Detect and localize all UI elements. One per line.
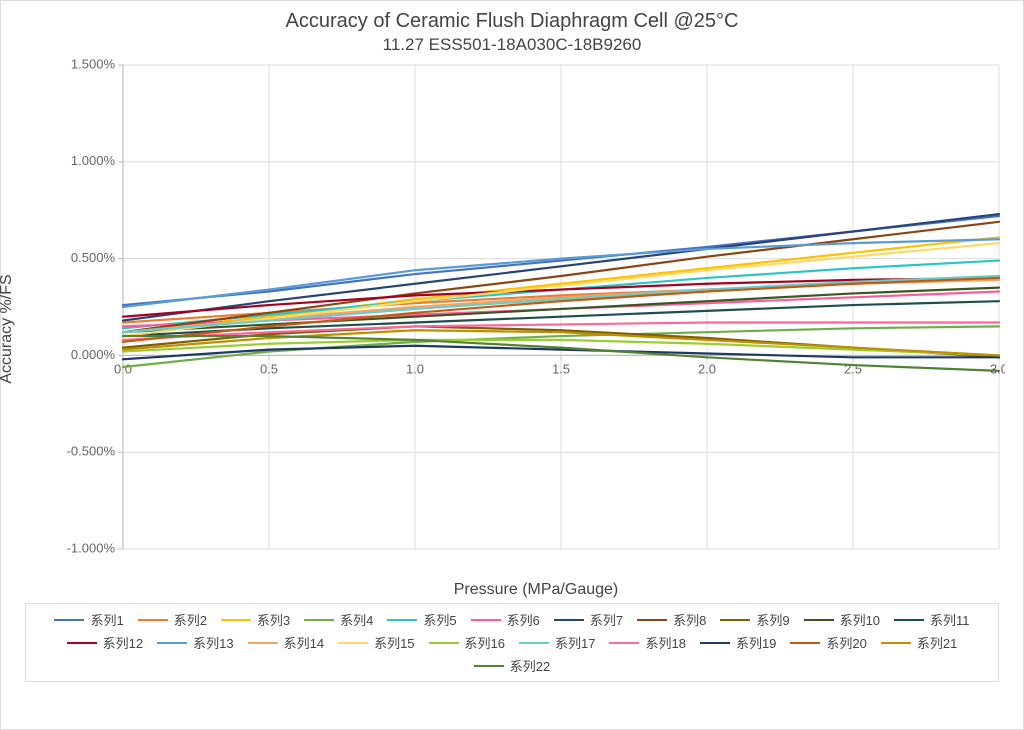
legend-label: 系列9 [756, 610, 789, 629]
legend-swatch [637, 619, 667, 621]
legend-label: 系列13 [193, 633, 233, 652]
legend-item: 系列1 [54, 610, 123, 629]
chart-legend: 系列1 系列2 系列3 系列4 系列5 系列6 系列7 系列8 系列9 系列10 系列11 系列12 系… [25, 603, 999, 682]
legend-swatch [881, 642, 911, 644]
chart-svg-holder: -1.000% -0.500% 0.000% 0.500% 1.000% 1.500% 0.… [67, 59, 1005, 573]
legend-label: 系列17 [555, 633, 595, 652]
legend-item: 系列19 [700, 633, 776, 652]
legend-item: 系列3 [221, 610, 290, 629]
svg-text:3.0: 3.0 [990, 362, 1005, 377]
legend-item: 系列11 [894, 610, 970, 629]
legend-swatch [609, 642, 639, 644]
legend-item: 系列12 [67, 633, 143, 652]
legend-label: 系列2 [174, 610, 207, 629]
svg-text:0.500%: 0.500% [71, 250, 116, 265]
svg-text:1.000%: 1.000% [71, 153, 116, 168]
legend-label: 系列3 [257, 610, 290, 629]
legend-swatch [790, 642, 820, 644]
legend-swatch [519, 642, 549, 644]
svg-text:-0.500%: -0.500% [67, 444, 115, 459]
legend-swatch [157, 642, 187, 644]
legend-label: 系列4 [340, 610, 373, 629]
chart-title-block: Accuracy of Ceramic Flush Diaphragm Cell… [13, 9, 1011, 55]
legend-item: 系列14 [248, 633, 324, 652]
legend-swatch [338, 642, 368, 644]
legend-swatch [554, 619, 584, 621]
svg-text:2.0: 2.0 [698, 362, 716, 377]
legend-label: 系列18 [645, 633, 685, 652]
legend-label: 系列8 [673, 610, 706, 629]
legend-item: 系列9 [720, 610, 789, 629]
legend-label: 系列19 [736, 633, 776, 652]
legend-swatch [387, 619, 417, 621]
chart-plot-wrap: Accuracy %/FS -1.000%-0.500%0.000%0.500%… [13, 59, 1011, 599]
legend-label: 系列1 [90, 610, 123, 629]
legend-label: 系列16 [465, 633, 505, 652]
legend-label: 系列6 [507, 610, 540, 629]
y-axis-label: Accuracy %/FS [0, 275, 16, 384]
svg-text:-1.000%: -1.000% [67, 541, 115, 556]
legend-item: 系列10 [804, 610, 880, 629]
legend-swatch [700, 642, 730, 644]
svg-text:1.500%: 1.500% [71, 59, 116, 71]
chart-title: Accuracy of Ceramic Flush Diaphragm Cell… [13, 9, 1011, 34]
legend-label: 系列21 [917, 633, 957, 652]
legend-swatch [429, 642, 459, 644]
legend-item: 系列15 [338, 633, 414, 652]
legend-swatch [221, 619, 251, 621]
svg-text:1.5: 1.5 [552, 362, 570, 377]
legend-item: 系列4 [304, 610, 373, 629]
legend-label: 系列20 [826, 633, 866, 652]
legend-item: 系列22 [474, 656, 550, 675]
legend-label: 系列12 [103, 633, 143, 652]
x-axis-label: Pressure (MPa/Gauge) [67, 581, 1005, 599]
legend-swatch [67, 642, 97, 644]
legend-label: 系列11 [930, 610, 970, 629]
legend-swatch [894, 619, 924, 621]
legend-item: 系列6 [471, 610, 540, 629]
svg-text:1.0: 1.0 [406, 362, 424, 377]
legend-item: 系列2 [138, 610, 207, 629]
svg-text:0.000%: 0.000% [71, 347, 116, 362]
legend-swatch [720, 619, 750, 621]
legend-swatch [304, 619, 334, 621]
legend-item: 系列13 [157, 633, 233, 652]
legend-item: 系列5 [387, 610, 456, 629]
legend-label: 系列14 [284, 633, 324, 652]
legend-swatch [54, 619, 84, 621]
legend-item: 系列17 [519, 633, 595, 652]
legend-swatch [248, 642, 278, 644]
legend-swatch [471, 619, 501, 621]
chart-subtitle: 11.27 ESS501-18A030C-18B9260 [13, 34, 1011, 55]
legend-label: 系列5 [423, 610, 456, 629]
legend-swatch [138, 619, 168, 621]
legend-label: 系列15 [374, 633, 414, 652]
legend-item: 系列7 [554, 610, 623, 629]
legend-label: 系列22 [510, 656, 550, 675]
legend-label: 系列7 [590, 610, 623, 629]
legend-item: 系列20 [790, 633, 866, 652]
legend-swatch [804, 619, 834, 621]
chart-svg: -1.000% -0.500% 0.000% 0.500% 1.000% 1.500% 0.… [67, 59, 1005, 573]
legend-item: 系列8 [637, 610, 706, 629]
legend-item: 系列16 [429, 633, 505, 652]
legend-swatch [474, 665, 504, 667]
legend-item: 系列21 [881, 633, 957, 652]
legend-item: 系列18 [609, 633, 685, 652]
chart-container: Accuracy of Ceramic Flush Diaphragm Cell… [0, 0, 1024, 730]
svg-text:0.5: 0.5 [260, 362, 278, 377]
legend-label: 系列10 [840, 610, 880, 629]
